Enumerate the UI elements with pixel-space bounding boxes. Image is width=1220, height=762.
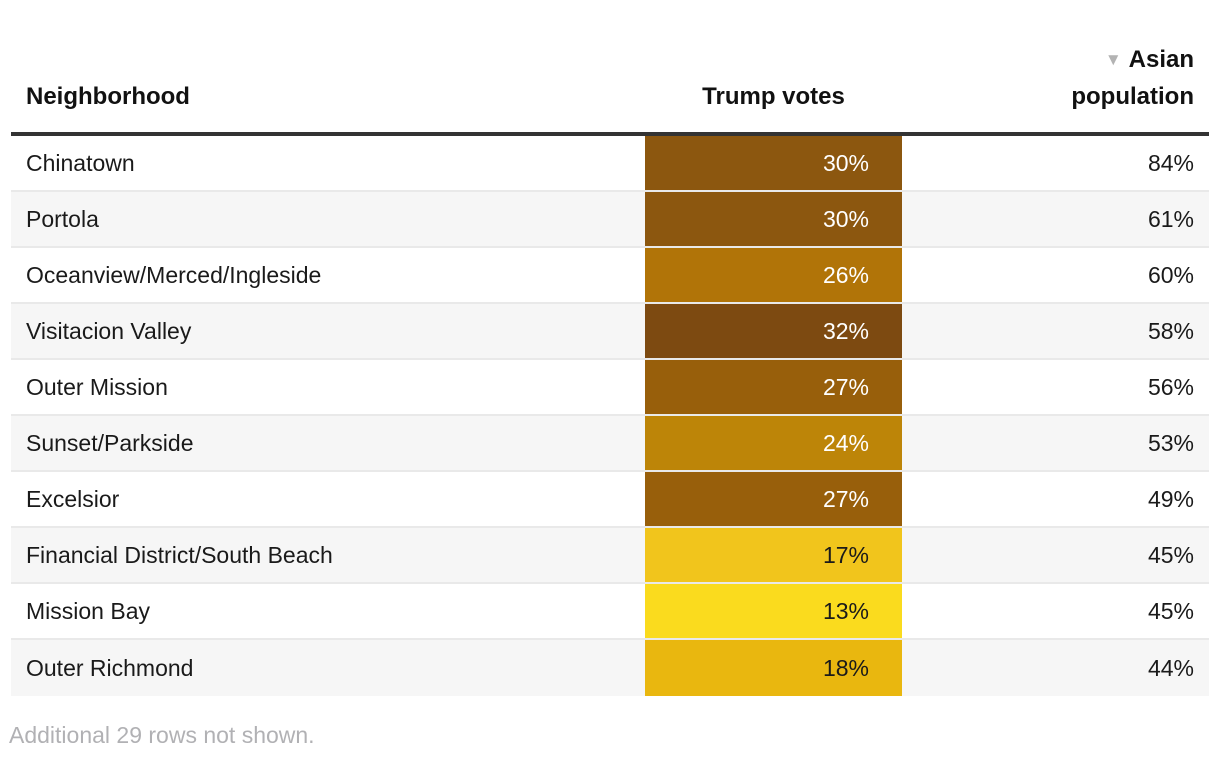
trump-votes-cell: 30% — [645, 192, 902, 246]
neighborhood-cell: Sunset/Parkside — [26, 429, 194, 456]
table-row: Outer Richmond 18% 44% — [11, 640, 1209, 696]
asian-header-line1: Asian — [1128, 45, 1194, 73]
asian-population-cell: 45% — [1147, 597, 1194, 624]
table-row: Chinatown 30% 84% — [11, 136, 1209, 192]
table-body: Chinatown 30% 84% Portola 30% 61% Oceanv… — [11, 136, 1209, 696]
neighborhood-cell: Excelsior — [26, 485, 120, 512]
trump-votes-cell: 17% — [645, 528, 902, 582]
asian-population-cell: 84% — [1147, 149, 1194, 176]
table-row: Visitacion Valley 32% 58% — [11, 304, 1209, 360]
table-row: Mission Bay 13% 45% — [11, 584, 1209, 640]
asian-population-cell: 61% — [1147, 205, 1194, 232]
asian-population-cell: 44% — [1147, 654, 1194, 681]
neighborhood-cell: Mission Bay — [26, 597, 150, 624]
sort-desc-icon: ▼ — [1104, 49, 1122, 69]
table-row: Portola 30% 61% — [11, 192, 1209, 248]
asian-population-cell: 60% — [1147, 261, 1194, 288]
table-row: Oceanview/Merced/Ingleside 26% 60% — [11, 248, 1209, 304]
neighborhood-cell: Visitacion Valley — [26, 317, 192, 344]
table-row: Financial District/South Beach 17% 45% — [11, 528, 1209, 584]
neighborhood-cell: Portola — [26, 205, 99, 232]
asian-population-cell: 45% — [1147, 541, 1194, 568]
trump-votes-cell: 24% — [645, 416, 902, 470]
trump-votes-cell: 13% — [645, 584, 902, 638]
neighborhood-table: Neighborhood Trump votes ▼ Asian populati… — [11, 0, 1209, 696]
trump-votes-cell: 32% — [645, 304, 902, 358]
trump-votes-cell: 30% — [645, 136, 902, 190]
column-header-neighborhood[interactable]: Neighborhood — [26, 82, 190, 110]
trump-votes-cell: 27% — [645, 472, 902, 526]
asian-population-cell: 53% — [1147, 429, 1194, 456]
trump-votes-cell: 27% — [645, 360, 902, 414]
trump-votes-cell: 18% — [645, 640, 902, 696]
table-row: Excelsior 27% 49% — [11, 472, 1209, 528]
asian-population-cell: 56% — [1147, 373, 1194, 400]
neighborhood-cell: Outer Richmond — [26, 654, 194, 681]
table-row: Outer Mission 27% 56% — [11, 360, 1209, 416]
neighborhood-cell: Outer Mission — [26, 373, 168, 400]
column-header-asian-population[interactable]: ▼ Asian population — [902, 41, 1209, 115]
asian-header-line2: population — [1071, 82, 1194, 110]
rows-not-shown-note: Additional 29 rows not shown. — [9, 722, 315, 748]
neighborhood-cell: Oceanview/Merced/Ingleside — [26, 261, 322, 288]
table-header-row: Neighborhood Trump votes ▼ Asian populati… — [11, 0, 1209, 136]
asian-population-cell: 58% — [1147, 317, 1194, 344]
table-row: Sunset/Parkside 24% 53% — [11, 416, 1209, 472]
column-header-trump-votes[interactable]: Trump votes — [702, 82, 845, 110]
neighborhood-cell: Financial District/South Beach — [26, 541, 333, 568]
neighborhood-cell: Chinatown — [26, 149, 135, 176]
asian-population-cell: 49% — [1147, 485, 1194, 512]
trump-votes-cell: 26% — [645, 248, 902, 302]
